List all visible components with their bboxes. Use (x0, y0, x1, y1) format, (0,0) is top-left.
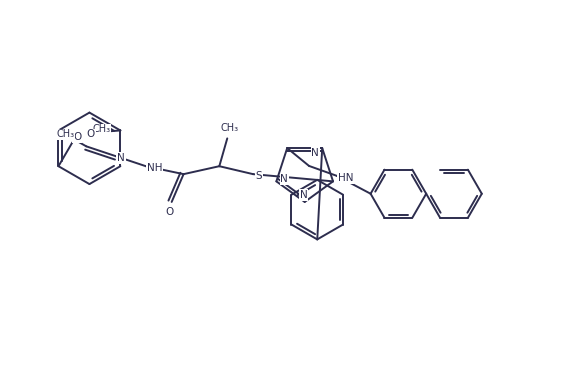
Text: O: O (166, 207, 174, 217)
Text: CH₃: CH₃ (57, 130, 74, 139)
Text: O: O (87, 130, 95, 139)
Text: HN: HN (338, 173, 354, 183)
Text: O: O (73, 132, 81, 142)
Text: CH₃: CH₃ (92, 125, 110, 135)
Text: N: N (300, 190, 308, 200)
Text: NH: NH (147, 163, 163, 173)
Text: S: S (256, 171, 263, 181)
Text: CH₃: CH₃ (220, 123, 238, 133)
Text: N: N (280, 174, 288, 184)
Text: N: N (312, 148, 319, 158)
Text: N: N (117, 153, 125, 163)
